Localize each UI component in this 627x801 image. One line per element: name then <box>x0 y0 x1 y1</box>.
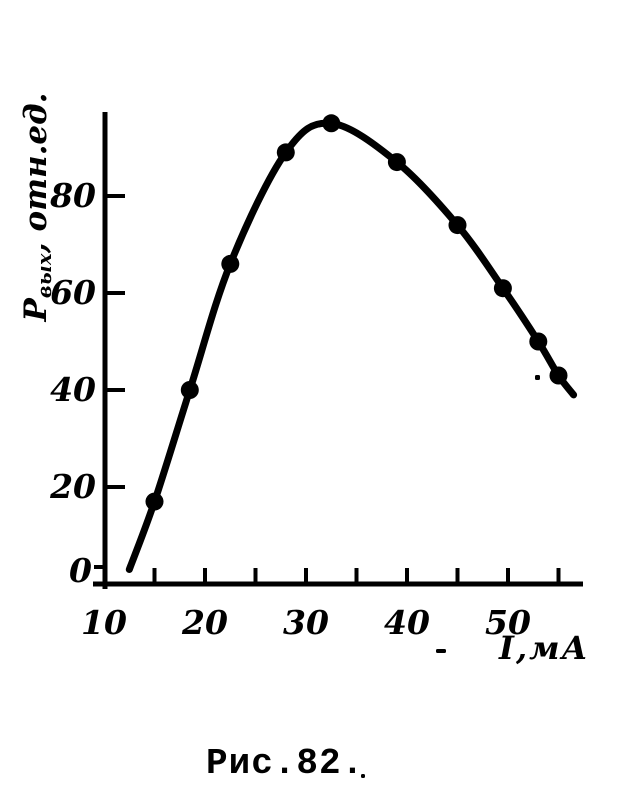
scan-speck <box>361 774 365 778</box>
data-point <box>180 381 199 399</box>
figure-caption: Рис.82. <box>206 743 365 784</box>
data-point <box>529 332 548 351</box>
data-point <box>221 254 240 273</box>
y-axis-units: , отн.ед. <box>18 92 54 254</box>
x-axis-label: I,мА <box>499 629 590 667</box>
y-axis-quantity-symbol: P <box>18 298 54 322</box>
data-point <box>322 114 341 133</box>
x-axis-tick-label: 10 <box>81 603 127 642</box>
y-axis-label: Pвых, отн.ед. <box>15 82 57 332</box>
y-axis-tick-label: 0 <box>69 551 92 590</box>
x-axis-tick-label: 50 <box>485 603 531 642</box>
x-axis-tick-label: 40 <box>384 603 430 642</box>
data-point <box>145 492 164 511</box>
data-curve <box>125 119 578 573</box>
y-axis-tick-label: 80 <box>49 176 96 215</box>
scan-speck <box>436 649 446 653</box>
y-axis-tick-label: 20 <box>49 467 96 506</box>
data-point <box>276 143 295 162</box>
y-axis-quantity-subscript: вых <box>32 253 56 299</box>
y-axis-tick-label: 40 <box>50 370 96 409</box>
data-point <box>493 279 512 298</box>
scan-speck <box>535 375 540 380</box>
data-point <box>448 216 467 235</box>
data-point <box>387 153 406 172</box>
data-point <box>549 366 568 385</box>
x-axis-tick-label: 30 <box>283 603 329 642</box>
y-axis-tick-label: 60 <box>50 273 96 312</box>
x-axis-tick-label: 20 <box>181 603 228 642</box>
